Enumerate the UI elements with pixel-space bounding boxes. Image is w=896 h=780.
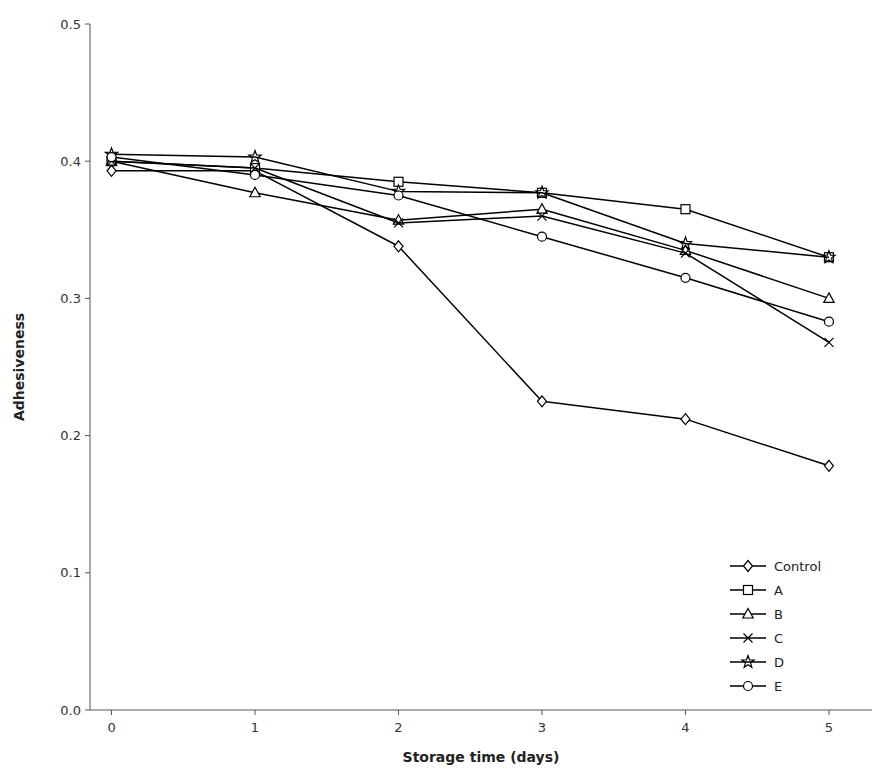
x-tick-label: 4 xyxy=(681,720,689,735)
y-tick-label: 0.1 xyxy=(60,565,81,580)
y-tick xyxy=(85,24,90,25)
x-tick xyxy=(255,710,256,715)
series-group xyxy=(106,156,834,303)
series-group xyxy=(107,153,833,327)
legend-label: B xyxy=(774,607,783,622)
point-marker xyxy=(394,241,403,252)
y-tick-label: 0.0 xyxy=(60,703,81,718)
point-marker xyxy=(537,232,546,241)
series-line xyxy=(112,161,829,257)
series-line xyxy=(112,161,829,298)
point-marker xyxy=(824,293,834,303)
legend-swatch-marker xyxy=(743,609,753,619)
series-group xyxy=(105,148,835,263)
point-marker xyxy=(107,165,116,176)
point-marker xyxy=(824,460,833,471)
point-marker xyxy=(824,317,833,326)
legend-item: Control xyxy=(730,559,821,574)
legend-label: E xyxy=(774,679,782,694)
legend-item: C xyxy=(730,631,783,646)
legend-label: Control xyxy=(774,559,821,574)
series-group xyxy=(107,165,833,471)
legend-item: D xyxy=(730,655,784,670)
series-group xyxy=(107,157,833,262)
y-tick-label: 0.2 xyxy=(60,428,81,443)
point-marker xyxy=(394,191,403,200)
x-tick-label: 2 xyxy=(394,720,402,735)
point-marker xyxy=(681,205,690,214)
point-marker xyxy=(681,273,690,282)
legend-swatch-marker xyxy=(744,634,753,643)
series-line xyxy=(112,157,829,322)
legend-label: D xyxy=(774,655,784,670)
legend-swatch-marker xyxy=(744,682,753,691)
point-marker xyxy=(394,218,403,227)
point-marker xyxy=(824,338,833,347)
point-marker xyxy=(823,251,835,263)
point-marker xyxy=(249,151,261,163)
point-marker xyxy=(681,414,690,425)
legend-swatch-marker xyxy=(742,656,754,668)
x-tick xyxy=(685,710,686,715)
y-axis-label: Adhesiveness xyxy=(11,313,27,421)
point-marker xyxy=(681,249,690,258)
y-axis-line xyxy=(90,24,91,710)
series-group xyxy=(107,157,833,347)
x-axis-line xyxy=(90,710,872,711)
x-tick-label: 1 xyxy=(251,720,259,735)
legend-swatch-line xyxy=(730,661,766,663)
y-tick xyxy=(85,572,90,573)
legend-label: C xyxy=(774,631,783,646)
point-marker xyxy=(536,186,548,198)
point-marker xyxy=(250,187,260,197)
x-tick-label: 0 xyxy=(107,720,115,735)
point-marker xyxy=(537,212,546,221)
series-line xyxy=(112,161,829,342)
point-marker xyxy=(251,170,260,179)
point-marker xyxy=(537,396,546,407)
legend-item: A xyxy=(730,583,783,598)
x-tick-label: 3 xyxy=(538,720,546,735)
plot-area xyxy=(105,148,835,471)
point-marker xyxy=(107,153,116,162)
x-tick xyxy=(398,710,399,715)
chart-container: 0 1 2 3 4 5 0.0 0.1 0.2 0.3 0.4 0.5 Storage time (da… xyxy=(0,0,896,780)
y-tick-label: 0.4 xyxy=(60,154,81,169)
y-tick xyxy=(85,710,90,711)
x-tick xyxy=(111,710,112,715)
legend-swatch-marker xyxy=(744,586,753,595)
x-tick-label: 5 xyxy=(825,720,833,735)
axes: 0 1 2 3 4 5 0.0 0.1 0.2 0.3 0.4 0.5 xyxy=(60,17,872,736)
legend-item: B xyxy=(730,607,783,622)
legend-label: A xyxy=(774,583,783,598)
chart-svg: 0 1 2 3 4 5 0.0 0.1 0.2 0.3 0.4 0.5 Storage time (da… xyxy=(0,0,896,780)
legend-item: E xyxy=(730,679,782,694)
y-tick xyxy=(85,298,90,299)
page: {"chart_data": { "type": "line", "xlabel… xyxy=(0,0,896,780)
point-marker xyxy=(679,237,691,249)
x-tick xyxy=(541,710,542,715)
x-tick xyxy=(828,710,829,715)
y-tick-label: 0.5 xyxy=(60,17,81,32)
x-axis-label: Storage time (days) xyxy=(403,749,560,765)
legend: Control ABCDE xyxy=(730,559,821,694)
legend-swatch-marker xyxy=(744,561,753,572)
y-tick xyxy=(85,161,90,162)
y-tick xyxy=(85,435,90,436)
y-tick-label: 0.3 xyxy=(60,291,81,306)
